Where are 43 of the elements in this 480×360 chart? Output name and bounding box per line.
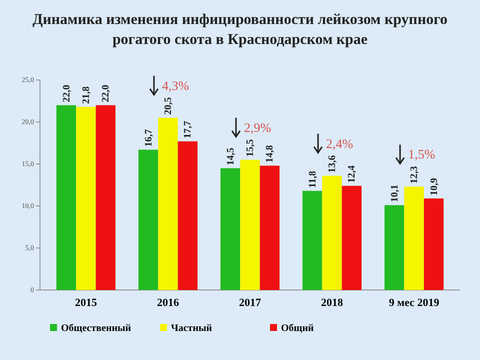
data-label: 22,0 bbox=[100, 84, 112, 102]
x-tick-label: 2018 bbox=[321, 297, 344, 309]
legend-label: Общий bbox=[281, 323, 314, 334]
x-tick-label: 2017 bbox=[239, 297, 262, 309]
bar bbox=[240, 160, 260, 290]
data-label: 17,7 bbox=[182, 120, 194, 138]
chart-title: Динамика изменения инфицированности лейкозом крупного рогатого скота в Краснодарском крае bbox=[32, 12, 448, 48]
bar bbox=[76, 106, 96, 290]
legend-label: Частный bbox=[171, 323, 212, 334]
bar bbox=[178, 141, 198, 290]
data-label: 15,5 bbox=[245, 139, 256, 157]
legend-label: Общественный bbox=[61, 323, 132, 334]
bar bbox=[424, 198, 444, 290]
data-label: 13,6 bbox=[327, 155, 338, 173]
x-tick-label: 2016 bbox=[156, 297, 180, 309]
annotation: 4,3% bbox=[162, 78, 190, 93]
data-label: 10,9 bbox=[428, 178, 440, 196]
bar bbox=[384, 205, 404, 290]
annotation: 1,5% bbox=[408, 146, 436, 162]
bar bbox=[138, 150, 158, 290]
annotation: 2,4% bbox=[326, 136, 354, 151]
data-label: 20,5 bbox=[162, 97, 174, 115]
data-label: 11,8 bbox=[307, 170, 318, 188]
bar bbox=[220, 168, 240, 290]
bar bbox=[260, 166, 280, 290]
data-label: 12,3 bbox=[409, 166, 420, 184]
bar bbox=[302, 190, 322, 290]
bar bbox=[342, 186, 362, 290]
bar bbox=[96, 105, 116, 290]
data-label: 22,0 bbox=[61, 84, 72, 102]
data-label: 12,4 bbox=[346, 165, 358, 183]
x-tick-label: 2015 bbox=[74, 297, 98, 309]
bar bbox=[404, 186, 424, 290]
bar bbox=[56, 105, 76, 290]
x-tick-label: 9 мес 2019 bbox=[388, 297, 440, 309]
data-label: 14,8 bbox=[264, 145, 276, 163]
data-label: 10,1 bbox=[389, 184, 400, 202]
bar bbox=[322, 176, 342, 290]
data-label: 16,7 bbox=[143, 129, 154, 147]
data-label: 14,5 bbox=[225, 148, 236, 166]
bar bbox=[158, 118, 178, 290]
annotation: 2,9% bbox=[244, 120, 272, 135]
data-label: 21,8 bbox=[80, 86, 92, 104]
